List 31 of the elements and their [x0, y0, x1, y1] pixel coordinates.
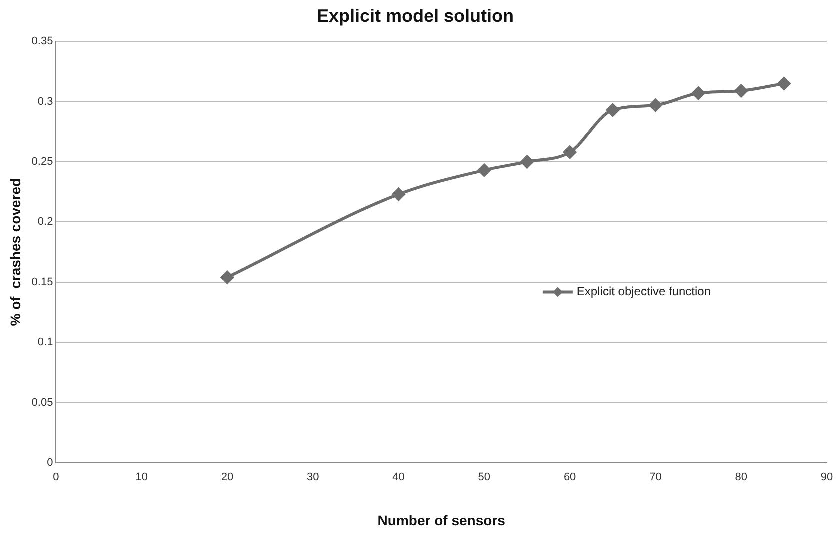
x-tick-label: 80: [735, 472, 748, 484]
chart-title: Explicit model solution: [316, 6, 514, 26]
x-tick-label: 20: [221, 472, 234, 484]
y-tick-label: 0.35: [32, 36, 54, 48]
point: [734, 84, 748, 98]
legend-label: Explicit objective function: [576, 284, 712, 299]
point: [392, 188, 406, 202]
point: [649, 98, 662, 112]
x-tick-label: 90: [820, 472, 834, 484]
x-tick-label: 70: [650, 472, 662, 484]
x-axis-title: Number of sensors: [378, 512, 506, 528]
y-tick-label: 0: [47, 457, 54, 470]
y-tick-label: 0.15: [32, 276, 54, 288]
x-tick-label: 40: [392, 472, 405, 484]
point: [220, 271, 234, 284]
point: [778, 77, 791, 90]
point: [564, 146, 577, 159]
y-tick-label: 0.1: [38, 336, 54, 349]
y-tick-label: 0.2: [38, 216, 54, 228]
point: [520, 156, 534, 168]
point: [478, 164, 491, 177]
x-tick-label: 60: [564, 472, 576, 484]
x-tick-label: 10: [136, 472, 148, 484]
y-tick-label: 0.05: [32, 396, 54, 409]
x-tick-label: 50: [478, 472, 491, 484]
x-tick-label: 30: [307, 472, 320, 484]
point: [606, 104, 620, 117]
y-tick-label: 0.25: [32, 156, 54, 168]
y-tick-label: 0.3: [38, 96, 54, 108]
y-axis-title: % of crashes covered: [7, 178, 24, 326]
point: [692, 86, 706, 100]
